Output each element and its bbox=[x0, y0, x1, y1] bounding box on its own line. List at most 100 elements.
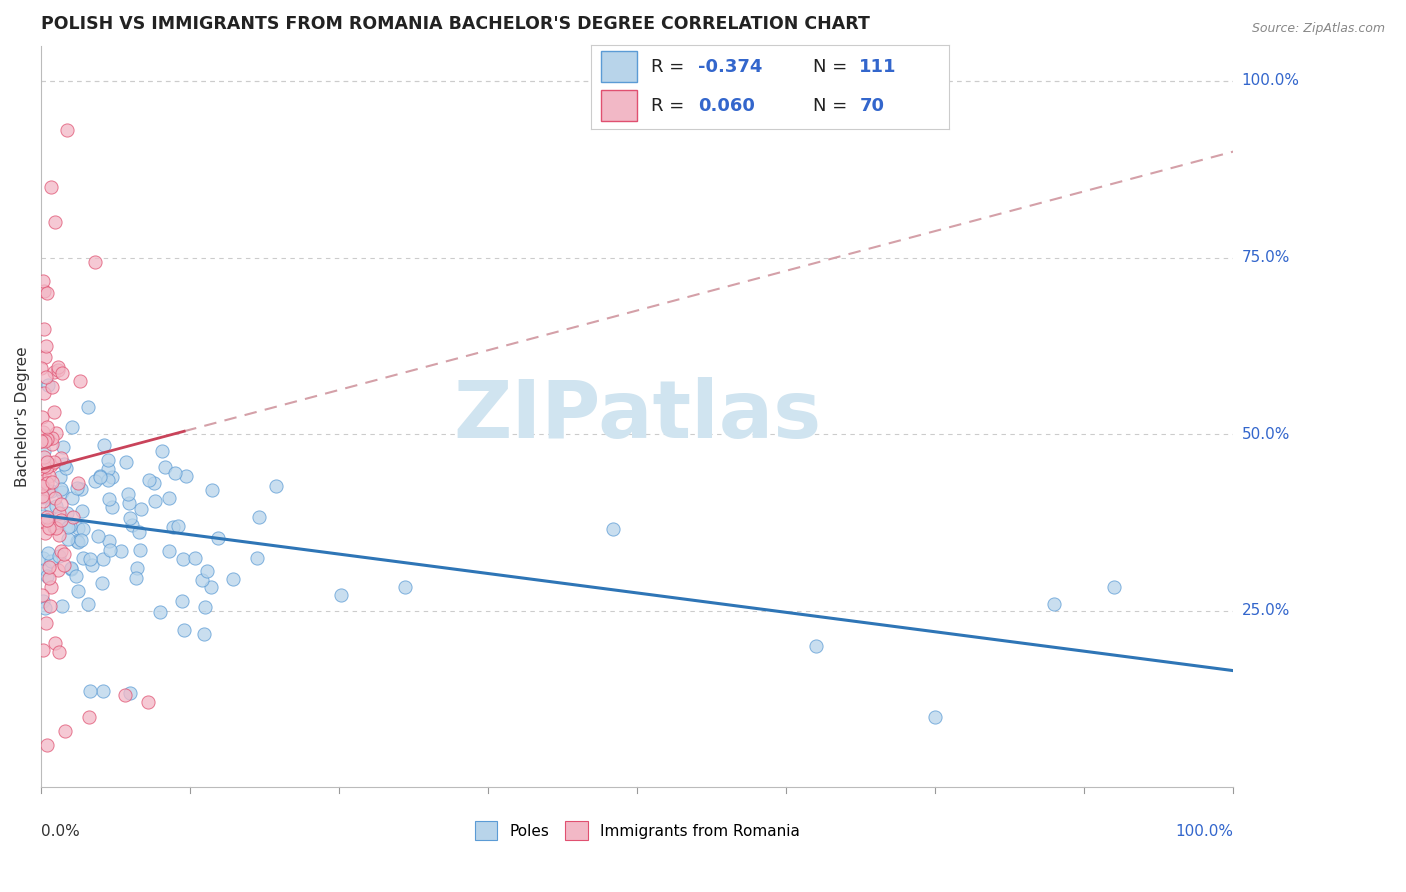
Point bbox=[114, 689, 136, 703]
Point bbox=[35, 513, 58, 527]
Text: ZIPatlas: ZIPatlas bbox=[453, 377, 821, 456]
Point bbox=[31, 274, 53, 288]
Point bbox=[32, 444, 55, 458]
Point bbox=[52, 558, 75, 573]
Point bbox=[67, 583, 90, 598]
Point bbox=[69, 533, 91, 547]
Point bbox=[46, 363, 69, 377]
Point bbox=[37, 546, 59, 560]
Bar bbox=[602, 90, 637, 120]
Point bbox=[32, 458, 55, 473]
Point bbox=[120, 685, 142, 699]
Point bbox=[264, 479, 287, 493]
Point bbox=[51, 599, 73, 613]
Point bbox=[60, 562, 83, 576]
Point bbox=[55, 460, 77, 475]
Point bbox=[32, 450, 55, 464]
Point bbox=[41, 458, 63, 473]
Text: 100.0%: 100.0% bbox=[1241, 73, 1299, 88]
Point bbox=[49, 450, 72, 465]
Point bbox=[35, 432, 58, 446]
Point bbox=[45, 426, 67, 441]
Point bbox=[32, 490, 55, 504]
Point bbox=[35, 476, 58, 491]
Point bbox=[100, 470, 122, 484]
Point bbox=[66, 475, 89, 490]
Point bbox=[39, 180, 62, 194]
Point bbox=[56, 123, 79, 137]
Point bbox=[31, 489, 53, 503]
Point bbox=[56, 520, 79, 534]
Point bbox=[38, 521, 60, 535]
Point bbox=[37, 512, 59, 526]
Point bbox=[82, 558, 104, 572]
Text: R =: R = bbox=[651, 58, 685, 76]
Point bbox=[31, 409, 53, 424]
Point bbox=[44, 491, 66, 505]
Point bbox=[30, 434, 52, 449]
Point bbox=[72, 550, 94, 565]
Point bbox=[45, 521, 67, 535]
Point bbox=[32, 467, 55, 482]
Text: 75.0%: 75.0% bbox=[1241, 250, 1289, 265]
Point bbox=[117, 487, 139, 501]
Point bbox=[41, 432, 63, 446]
Point bbox=[125, 571, 148, 585]
Point bbox=[31, 425, 53, 440]
Point bbox=[91, 575, 114, 590]
Point bbox=[44, 215, 66, 229]
Point bbox=[129, 543, 152, 558]
Point bbox=[84, 255, 107, 269]
Point bbox=[329, 588, 352, 602]
Point bbox=[35, 459, 58, 474]
Point bbox=[31, 588, 53, 602]
Point bbox=[87, 529, 110, 543]
Point bbox=[194, 600, 217, 615]
Point bbox=[35, 455, 58, 469]
Text: 70: 70 bbox=[859, 96, 884, 114]
Point bbox=[91, 552, 114, 566]
Point bbox=[79, 551, 101, 566]
Point bbox=[35, 339, 58, 353]
Point bbox=[32, 643, 55, 657]
Point bbox=[31, 509, 53, 524]
Point bbox=[195, 564, 218, 578]
Text: 100.0%: 100.0% bbox=[1175, 824, 1233, 839]
Point bbox=[166, 519, 188, 533]
Text: N =: N = bbox=[813, 96, 846, 114]
Point bbox=[39, 483, 62, 498]
Point bbox=[37, 432, 59, 446]
Point bbox=[34, 600, 56, 615]
Point bbox=[150, 443, 173, 458]
Point bbox=[39, 580, 62, 594]
Bar bbox=[602, 52, 637, 82]
Point bbox=[34, 284, 56, 298]
Point bbox=[51, 440, 73, 454]
Point bbox=[46, 563, 69, 577]
Point bbox=[221, 572, 243, 586]
Point bbox=[48, 645, 70, 659]
Point bbox=[51, 484, 73, 499]
Point bbox=[42, 405, 65, 419]
Point bbox=[128, 524, 150, 539]
Point bbox=[31, 514, 53, 528]
Point bbox=[129, 502, 152, 516]
Point bbox=[37, 378, 59, 392]
Point bbox=[37, 484, 59, 499]
Point bbox=[34, 434, 56, 448]
Text: 0.060: 0.060 bbox=[697, 96, 755, 114]
Point bbox=[157, 543, 180, 558]
Point bbox=[98, 543, 121, 558]
Point bbox=[245, 550, 267, 565]
Point bbox=[118, 495, 141, 509]
Text: 50.0%: 50.0% bbox=[1241, 426, 1289, 442]
Point bbox=[172, 552, 194, 566]
Point bbox=[70, 504, 93, 518]
Point bbox=[89, 468, 111, 483]
Point bbox=[83, 475, 105, 489]
Point bbox=[101, 500, 124, 514]
Point bbox=[66, 535, 89, 549]
Point bbox=[39, 599, 62, 613]
Point bbox=[59, 560, 82, 574]
Point bbox=[138, 695, 160, 709]
